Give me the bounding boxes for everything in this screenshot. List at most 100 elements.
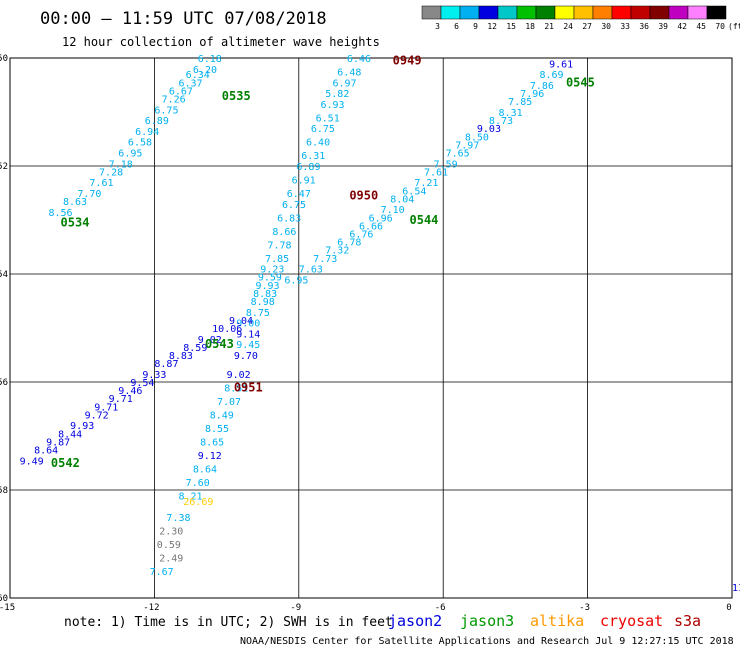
legend-altika: altika	[530, 612, 584, 630]
swh-value: 7.32	[325, 246, 349, 257]
colorbar-swatch	[554, 5, 575, 20]
swh-value: 9.46	[118, 386, 142, 397]
swh-value: 7.07	[217, 397, 241, 408]
swh-value: 6.34	[186, 70, 210, 81]
colorbar-label: 30	[601, 22, 611, 31]
legend-s3a: s3a	[674, 612, 701, 630]
swh-value: 6.67	[169, 86, 193, 97]
swh-value: 6.40	[306, 138, 330, 149]
credit-line: NOAA/NESDIS Center for Satellite Applica…	[240, 636, 734, 647]
swh-value: 9.12	[198, 451, 222, 462]
swh-value: 2.49	[159, 554, 183, 565]
swh-value: 9.33	[142, 370, 166, 381]
y-tick-label: -52	[0, 162, 8, 172]
colorbar-label: 12	[487, 22, 497, 31]
swh-value: 6.18	[198, 54, 222, 65]
y-tick-label: -56	[0, 378, 8, 388]
colorbar-swatch	[478, 5, 499, 20]
grid-lines	[10, 58, 732, 598]
swh-value: 7.67	[150, 567, 174, 578]
y-tick-label: -60	[0, 594, 8, 604]
data-points: 6.186.206.346.376.677.266.756.896.946.58…	[20, 54, 740, 594]
swh-value: 9.87	[46, 437, 70, 448]
swh-value: 9.93	[70, 421, 94, 432]
swh-value: 9.54	[130, 378, 154, 389]
swh-value: 8.56	[49, 208, 73, 219]
swh-value: 9.23	[260, 265, 284, 276]
swh-value: 8.83	[169, 351, 193, 362]
colorbar-label: 39	[658, 22, 668, 31]
swh-value: 6.78	[337, 238, 361, 249]
swh-value: 9.14	[236, 329, 260, 340]
swh-value: 9.61	[549, 59, 573, 70]
x-tick-label: -9	[290, 603, 301, 613]
swh-value: 7.60	[186, 478, 210, 489]
legend-jason3: jason3	[460, 612, 514, 630]
swh-value: 9.71	[109, 394, 133, 405]
swh-value: 9.93	[255, 281, 279, 292]
swh-value: 7.70	[77, 189, 101, 200]
pass-time-label: 0543	[205, 337, 234, 351]
swh-value: 8.55	[205, 424, 229, 435]
colorbar-label: 18	[525, 22, 535, 31]
pass-time-label: 0535	[222, 89, 251, 103]
swh-value: 6.51	[316, 113, 340, 124]
colorbar-swatch	[497, 5, 518, 20]
swh-value: 7.73	[313, 254, 337, 265]
colorbar-label: 45	[696, 22, 706, 31]
swh-value: 7.59	[434, 159, 458, 170]
swh-value: 7.85	[265, 254, 289, 265]
swh-value: 6.66	[359, 221, 383, 232]
swh-value: 7.63	[299, 265, 323, 276]
swh-value: 8.04	[390, 194, 414, 205]
pass-time-label: 0542	[51, 456, 80, 470]
swh-value: 8.44	[58, 429, 82, 440]
colorbar-label: (ft)	[728, 22, 740, 31]
swh-value: 26.69	[183, 497, 213, 508]
swh-value: 7.26	[162, 95, 186, 106]
swh-value: 6.93	[320, 100, 344, 111]
pass-labels: 0535 0534 0949 0950 0545 0544 0543 0951 0542	[51, 54, 595, 470]
swh-value: 8.69	[539, 70, 563, 81]
swh-value: 9.71	[94, 402, 118, 413]
swh-value: 8.31	[499, 108, 523, 119]
swh-value: 6.89	[296, 162, 320, 173]
colorbar-label: 36	[639, 22, 649, 31]
swh-value: 8.65	[200, 437, 224, 448]
swh-value: 7.38	[166, 513, 190, 524]
swh-value: 8.51	[224, 383, 248, 394]
swh-value: 7.78	[268, 240, 292, 251]
swh-value: 8.75	[246, 308, 270, 319]
x-tick-label: -12	[143, 603, 159, 613]
swh-value: 7.28	[99, 167, 123, 178]
colorbar-swatch	[611, 5, 632, 20]
y-tick-label: -58	[0, 486, 8, 496]
swh-value: 6.76	[349, 230, 373, 241]
colorbar-swatch	[440, 5, 461, 20]
swh-value: 8.83	[253, 289, 277, 300]
swh-value: 10.06	[212, 324, 242, 335]
swh-value: 9.72	[85, 410, 109, 421]
pass-time-label: 0534	[61, 216, 90, 230]
pass-time-label: 0951	[234, 380, 263, 394]
swh-value: 7.85	[508, 97, 532, 108]
swh-value: 0.59	[157, 540, 181, 551]
swh-value: 9.49	[20, 456, 44, 467]
colorbar-label: 27	[582, 22, 592, 31]
swh-value: 6.20	[193, 65, 217, 76]
swh-value: 6.94	[135, 127, 159, 138]
legend-cryosat: cryosat	[600, 612, 663, 630]
swh-value: 6.75	[311, 124, 335, 135]
satellite-legend: jason2 jason3 altika cryosat s3a	[388, 612, 701, 630]
pass-time-label: 0544	[410, 213, 439, 227]
colorbar-swatch	[630, 5, 651, 20]
swh-value: 8.66	[272, 227, 296, 238]
colorbar-label: 6	[454, 22, 459, 31]
footnote: note: 1) Time is in UTC; 2) SWH is in fe…	[64, 615, 393, 630]
colorbar-label: 3	[435, 22, 440, 31]
colorbar-label: 42	[677, 22, 687, 31]
legend-jason2: jason2	[388, 612, 442, 630]
swh-value: 6.91	[292, 176, 316, 187]
